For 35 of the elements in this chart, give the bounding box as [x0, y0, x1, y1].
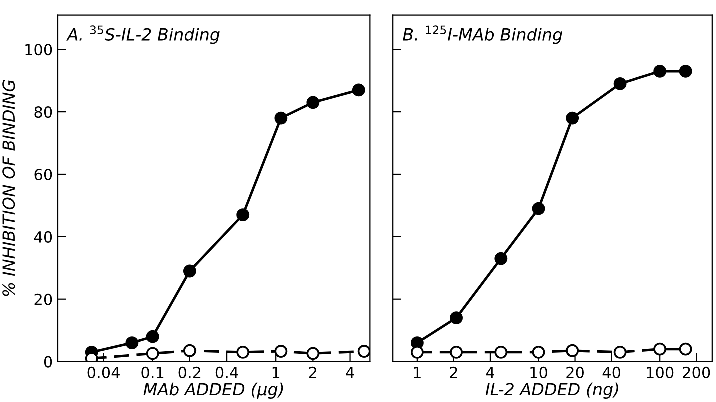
x-tick-label: 40 [602, 366, 621, 378]
x-tick-label: 4 [346, 367, 354, 378]
point [532, 202, 546, 216]
x-tick-label: 20 [566, 366, 584, 378]
x-tick-label: 2 [309, 366, 317, 378]
text: B. $^{125}$I-MAb Binding [403, 26, 563, 44]
y-tick-label: 40 [34, 231, 52, 243]
y-tick-label: 80 [34, 106, 52, 118]
y-tick-label: 100 [26, 44, 52, 56]
x-tick-label: 0.1 [142, 366, 164, 378]
point [532, 346, 546, 359]
point [654, 65, 667, 78]
y-axis-title: % INHIBITION OF BINDING [2, 80, 16, 296]
y-tick-label: 60 [34, 168, 52, 181]
x-tick-label: 10 [530, 366, 548, 378]
x-tick-label: 0.2 [178, 366, 201, 378]
x-tick-label: 1 [414, 367, 421, 378]
y-tick-label: 20 [34, 294, 52, 306]
x-tick-label: 1 [272, 367, 280, 378]
x-tick-label: 2 [450, 366, 458, 378]
x-tick-label: 0.04 [88, 366, 120, 378]
y-tick-label: 0 [44, 356, 52, 368]
x-tick-label: 200 [683, 366, 710, 378]
x-tick-label: 0.4 [216, 366, 238, 378]
x-axis-title: MAb ADDED (μg) [144, 382, 284, 399]
point [450, 312, 463, 325]
point [654, 342, 667, 356]
x-tick-label: 4 [486, 367, 494, 378]
point [614, 77, 627, 90]
point [450, 346, 463, 359]
text: A. $^{35}$S-IL-2 Binding [66, 26, 220, 44]
x-axis-title: IL-2 ADDED (ng) [486, 382, 618, 399]
point [614, 346, 627, 359]
point [410, 346, 424, 359]
x-tick-label: 100 [647, 366, 674, 378]
